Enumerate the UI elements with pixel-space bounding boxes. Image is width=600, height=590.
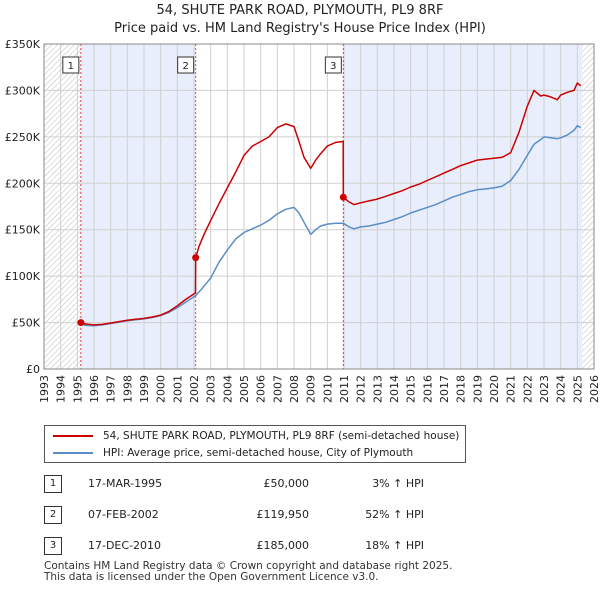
x-tick-label: 2021 xyxy=(505,375,518,403)
legend-item-hpi: HPI: Average price, semi-detached house,… xyxy=(53,445,413,461)
x-tick-label: 2019 xyxy=(471,375,484,403)
y-tick-label: £200K xyxy=(5,177,41,190)
y-tick-label: £0 xyxy=(26,363,40,376)
x-tick-label: 2001 xyxy=(171,375,184,403)
x-tick-label: 2018 xyxy=(455,375,468,403)
sale-label-box xyxy=(324,56,342,74)
footer-copyright: Contains HM Land Registry data © Crown c… xyxy=(44,560,453,572)
x-tick-label: 2014 xyxy=(388,375,401,403)
transaction-hpi: 52% ↑ HPI xyxy=(365,508,424,521)
sale-label-box xyxy=(62,56,80,74)
hatched-region xyxy=(582,44,594,369)
y-tick-label: £350K xyxy=(5,38,41,51)
y-tick-label: £150K xyxy=(5,224,41,237)
transaction-row: 2 07-FEB-2002 £119,950 52% ↑ HPI xyxy=(44,506,584,524)
transaction-number: 2 xyxy=(44,506,62,524)
chart-title: 54, SHUTE PARK ROAD, PLYMOUTH, PL9 8RF xyxy=(156,3,444,18)
sale-label-text: 1 xyxy=(68,61,74,72)
x-tick-label: 2024 xyxy=(555,375,568,403)
transaction-price: £119,950 xyxy=(256,508,310,521)
x-tick-label: 2025 xyxy=(571,375,584,403)
sale-label-text: 2 xyxy=(182,61,188,72)
x-tick-label: 2004 xyxy=(221,375,234,403)
legend-label-hpi: HPI: Average price, semi-detached house,… xyxy=(103,447,414,459)
sale-point xyxy=(339,193,347,201)
x-tick-label: 1995 xyxy=(71,375,84,403)
x-tick-label: 2013 xyxy=(371,375,384,403)
x-tick-label: 2026 xyxy=(588,375,600,403)
legend: 54, SHUTE PARK ROAD, PLYMOUTH, PL9 8RF (… xyxy=(44,425,466,463)
x-tick-label: 2009 xyxy=(305,375,318,403)
ownership-shade xyxy=(343,44,583,369)
transaction-number: 3 xyxy=(44,537,62,555)
transaction-date: 17-DEC-2010 xyxy=(88,539,162,552)
x-tick-label: 2011 xyxy=(338,375,351,403)
x-tick-label: 1999 xyxy=(138,375,151,403)
x-tick-label: 2003 xyxy=(205,375,218,403)
ownership-shade xyxy=(80,44,196,369)
sale-label-box xyxy=(177,56,195,74)
transaction-price: £185,000 xyxy=(256,539,310,552)
x-tick-label: 2017 xyxy=(438,375,451,403)
transaction-date: 17-MAR-1995 xyxy=(88,477,163,490)
x-tick-label: 2020 xyxy=(488,375,501,403)
chart-subtitle: Price paid vs. HM Land Registry's House … xyxy=(114,21,486,36)
x-tick-label: 2005 xyxy=(238,375,251,403)
x-tick-label: 2010 xyxy=(321,375,334,403)
legend-item-property: 54, SHUTE PARK ROAD, PLYMOUTH, PL9 8RF (… xyxy=(53,428,459,444)
plot-frame xyxy=(43,43,595,370)
y-tick-label: £50K xyxy=(12,317,41,330)
price-chart: 1 2 3 £0 £50K £100K £150K £200K £250K £300K £350K 1… xyxy=(5,38,600,403)
x-tick-label: 1994 xyxy=(55,375,68,403)
transaction-hpi: 18% ↑ HPI xyxy=(365,539,424,552)
x-tick-label: 2012 xyxy=(355,375,368,403)
footer: Contains HM Land Registry data © Crown c… xyxy=(44,561,452,583)
x-tick-label: 2000 xyxy=(155,375,168,403)
x-tick-label: 2006 xyxy=(255,375,268,403)
hatched-region xyxy=(44,44,81,369)
x-tick-label: 1996 xyxy=(88,375,101,403)
x-tick-label: 1993 xyxy=(38,375,51,403)
transaction-price: £50,000 xyxy=(263,477,310,490)
x-tick-label: 1997 xyxy=(105,375,118,403)
sale-point xyxy=(77,319,85,327)
x-tick-label: 2008 xyxy=(288,375,301,403)
transaction-hpi: 3% ↑ HPI xyxy=(372,477,424,490)
legend-swatch-hpi xyxy=(53,452,93,454)
y-tick-label: £300K xyxy=(5,84,41,97)
transaction-row: 3 17-DEC-2010 £185,000 18% ↑ HPI xyxy=(44,537,584,555)
y-tick-label: £250K xyxy=(5,131,41,144)
legend-label-property: 54, SHUTE PARK ROAD, PLYMOUTH, PL9 8RF (… xyxy=(103,430,460,442)
x-tick-label: 2007 xyxy=(271,375,284,403)
x-tick-label: 1998 xyxy=(121,375,134,403)
legend-swatch-property xyxy=(53,435,93,437)
transaction-number: 1 xyxy=(44,475,62,493)
x-tick-label: 2023 xyxy=(538,375,551,403)
x-tick-label: 2016 xyxy=(421,375,434,403)
x-tick-label: 2015 xyxy=(405,375,418,403)
y-tick-label: £100K xyxy=(5,270,41,283)
property-series-line xyxy=(80,82,582,326)
transaction-date: 07-FEB-2002 xyxy=(88,508,159,521)
footer-licence: This data is licensed under the Open Gov… xyxy=(44,571,379,583)
hpi-series-line xyxy=(80,124,582,327)
transaction-row: 1 17-MAR-1995 £50,000 3% ↑ HPI xyxy=(44,475,584,493)
sale-point xyxy=(192,254,200,262)
x-tick-label: 2002 xyxy=(188,375,201,403)
x-tick-label: 2022 xyxy=(521,375,534,403)
sale-label-text: 3 xyxy=(330,61,336,72)
